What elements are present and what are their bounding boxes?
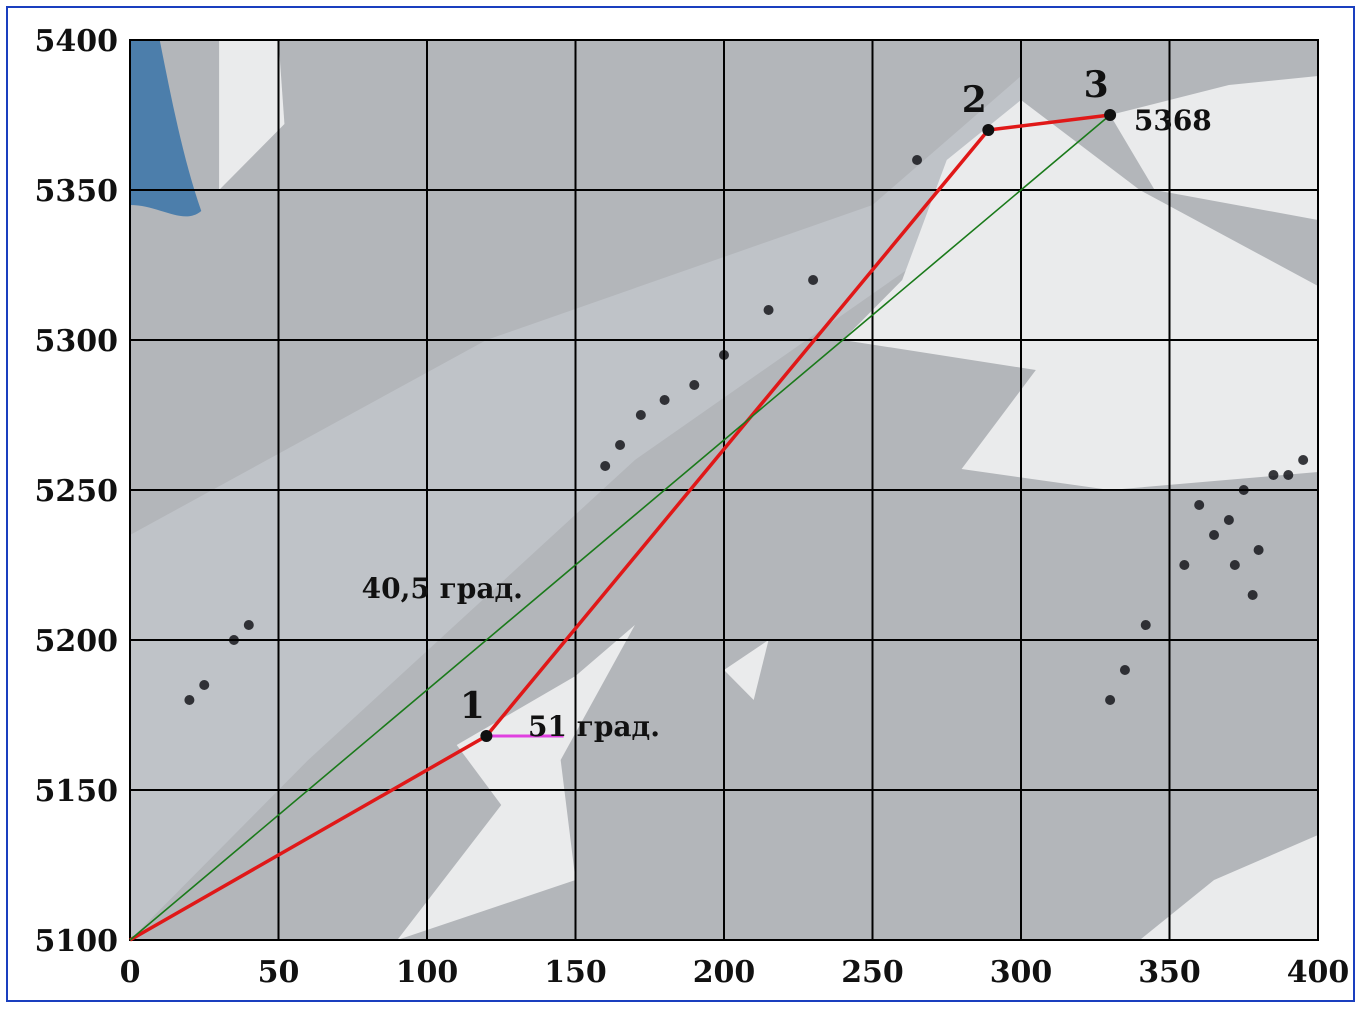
series (129, 113, 1111, 942)
x-tick-label: 300 (990, 955, 1053, 990)
x-tick-label: 250 (841, 955, 904, 990)
rock-outcrop (1105, 695, 1116, 705)
rock-outcrop (1179, 560, 1190, 570)
rock-outcrop (1229, 560, 1240, 570)
y-tick-label: 5100 (35, 924, 119, 959)
point-marker (982, 124, 995, 136)
x-tick-label: 100 (396, 955, 459, 990)
rock-outcrop (1298, 455, 1309, 465)
rock-outcrop (689, 380, 700, 390)
point-label: 2 (962, 79, 987, 121)
rock-outcrop (912, 155, 923, 165)
annotation-label: 40,5 град. (362, 572, 523, 605)
rock-outcrop (184, 695, 195, 705)
point-marker (1104, 109, 1117, 121)
rock-outcrop (199, 680, 210, 690)
annotation-label: 51 град. (528, 710, 660, 743)
rock-outcrop (1268, 470, 1279, 480)
annotation-label: 5368 (1134, 104, 1212, 137)
rock-outcrop (1140, 620, 1151, 630)
snow-patch (1110, 76, 1318, 220)
rock-outcrop (808, 275, 819, 285)
y-tick-label: 5150 (35, 774, 119, 809)
rock-outcrop (1247, 590, 1258, 600)
point-label: 3 (1084, 64, 1109, 106)
snow-patch (724, 640, 769, 700)
rock-outcrop (1223, 515, 1234, 525)
rock-outcrop (600, 461, 611, 471)
x-tick-label: 0 (120, 955, 141, 990)
rock-outcrop (243, 620, 254, 630)
rock-outcrop (1194, 500, 1205, 510)
rock-outcrop (1209, 530, 1220, 540)
lake (130, 40, 202, 217)
rock-outcrop (635, 410, 646, 420)
grid (129, 39, 1319, 941)
point-label: 1 (460, 685, 485, 727)
y-tick-label: 5350 (35, 174, 119, 209)
y-tick-label: 5300 (35, 324, 119, 359)
rock-outcrop (1253, 545, 1264, 555)
straight-line (129, 114, 1111, 941)
x-tick-label: 400 (1287, 955, 1350, 990)
rock-outcrop (615, 440, 626, 450)
x-tick-label: 150 (544, 955, 607, 990)
snow-patch (219, 40, 285, 190)
chart-frame (6, 6, 1355, 1002)
rock-outcrop (659, 395, 670, 405)
snow-patch (1139, 835, 1318, 940)
tick-labels: 0 50 100 150 200 250 300 350 400 5100 5150 5200 5250… (35, 24, 1350, 990)
rock-outcrop (1119, 665, 1130, 675)
y-tick-label: 5250 (35, 474, 119, 509)
x-tick-label: 50 (258, 955, 300, 990)
point-marker (480, 730, 493, 742)
rock-outcrop (1283, 470, 1294, 480)
x-tick-label: 350 (1138, 955, 1201, 990)
x-tick-label: 200 (693, 955, 756, 990)
route-line (129, 113, 1111, 942)
snow-patch (842, 100, 1318, 490)
annotations: 1 2 3 5368 40,5 град. 51 град. (362, 64, 1212, 743)
y-tick-label: 5400 (35, 24, 119, 59)
y-tick-label: 5200 (35, 624, 119, 659)
plot-border (129, 39, 1319, 941)
rock-outcrop (763, 305, 774, 315)
